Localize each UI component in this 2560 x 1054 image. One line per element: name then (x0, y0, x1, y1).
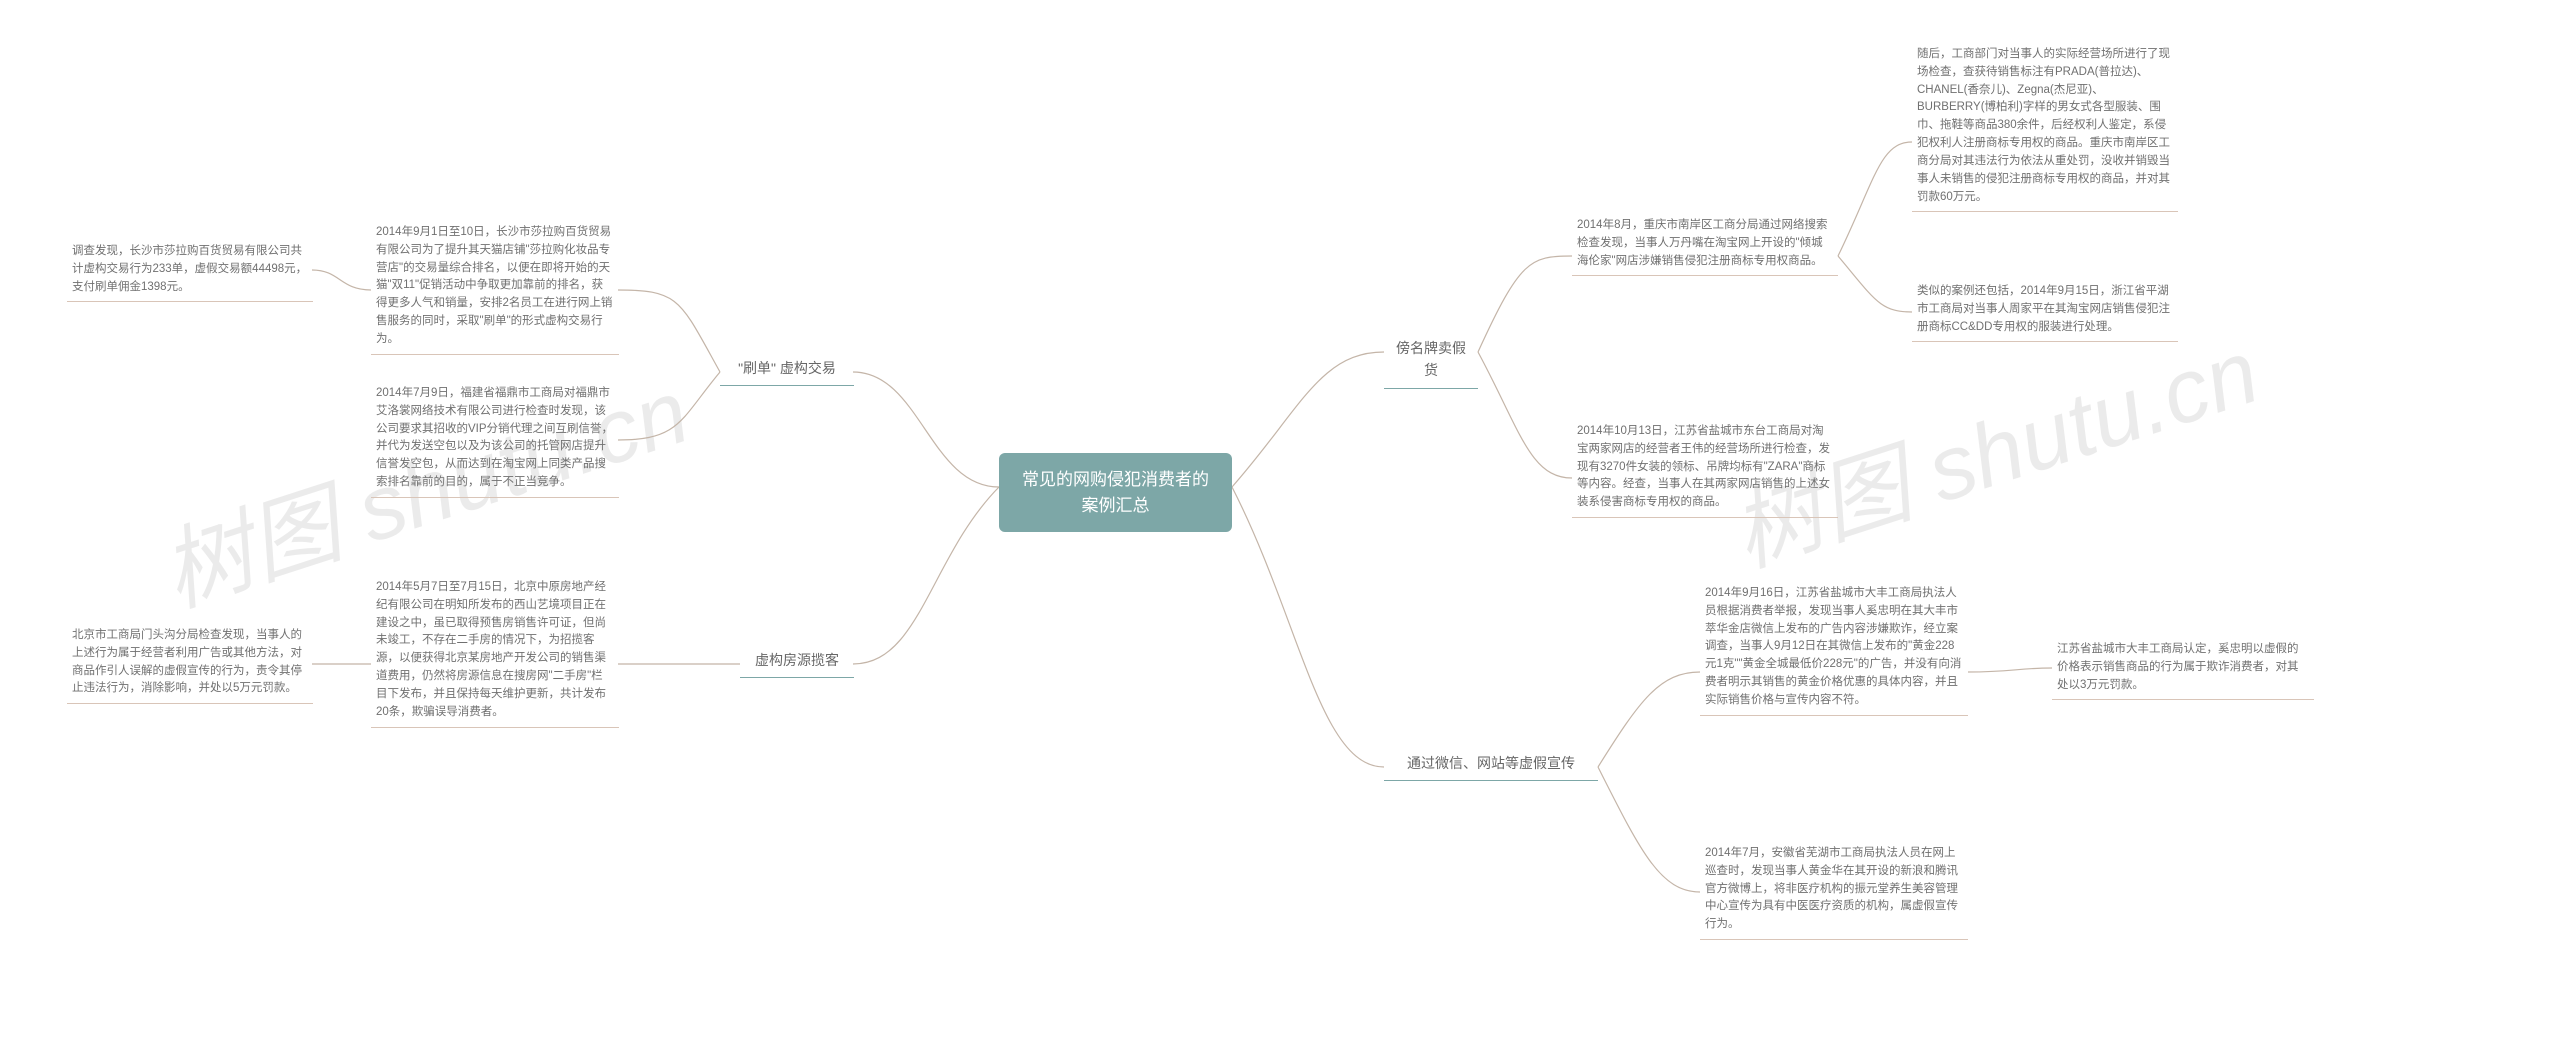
leaf-text: 2014年9月16日，江苏省盐城市大丰工商局执法人员根据消费者举报，发现当事人奚… (1705, 587, 1961, 706)
leaf-text: 2014年7月，安徽省芜湖市工商局执法人员在网上巡查时，发现当事人黄金华在其开设… (1705, 847, 1958, 930)
left-branch-shuadan: "刷单" 虚构交易 (720, 353, 854, 386)
leaf-xujia-case1-detail: 江苏省盐城市大丰工商局认定，奚忠明以虚假的价格表示销售商品的行为属于欺诈消费者，… (2052, 638, 2314, 700)
root-title-line1: 常见的网购侵犯消费者的 (1022, 470, 1209, 489)
left-branch-fangyuan: 虚构房源揽客 (740, 645, 854, 678)
leaf-xujia-case1: 2014年9月16日，江苏省盐城市大丰工商局执法人员根据消费者举报，发现当事人奚… (1700, 582, 1968, 716)
right-branch-xujiaxuanchuan: 通过微信、网站等虚假宣传 (1384, 748, 1598, 781)
leaf-text: 2014年5月7日至7月15日，北京中原房地产经纪有限公司在明知所发布的西山艺境… (376, 581, 606, 718)
leaf-text: 北京市工商局门头沟分局检查发现，当事人的上述行为属于经营者利用广告或其他方法，对… (72, 629, 302, 694)
leaf-bangmingpai-case2: 2014年10月13日，江苏省盐城市东台工商局对淘宝两家网店的经营者王伟的经营场… (1572, 420, 1838, 518)
leaf-text: 2014年7月9日，福建省福鼎市工商局对福鼎市艾洛裳网络技术有限公司进行检查时发… (376, 387, 613, 488)
leaf-bangmingpai-case1: 2014年8月，重庆市南岸区工商分局通过网络搜索检查发现，当事人万丹嘴在淘宝网上… (1572, 214, 1838, 276)
leaf-shuadan-case1-detail: 调查发现，长沙市莎拉购百货贸易有限公司共计虚构交易行为233单，虚假交易额444… (67, 240, 313, 302)
leaf-bangmingpai-case1-detail2: 类似的案例还包括，2014年9月15日，浙江省平湖市工商局对当事人周家平在其淘宝… (1912, 280, 2178, 342)
leaf-text: 调查发现，长沙市莎拉购百货贸易有限公司共计虚构交易行为233单，虚假交易额444… (72, 245, 307, 293)
branch-label: 虚构房源揽客 (755, 652, 839, 668)
branch-label: 通过微信、网站等虚假宣传 (1407, 755, 1575, 771)
leaf-text: 2014年8月，重庆市南岸区工商分局通过网络搜索检查发现，当事人万丹嘴在淘宝网上… (1577, 219, 1827, 267)
leaf-text: 2014年9月1日至10日，长沙市莎拉购百货贸易有限公司为了提升其天猫店铺"莎拉… (376, 226, 612, 345)
leaf-text: 江苏省盐城市大丰工商局认定，奚忠明以虚假的价格表示销售商品的行为属于欺诈消费者，… (2057, 643, 2299, 691)
leaf-text: 随后，工商部门对当事人的实际经营场所进行了现场检查，查获待销售标注有PRADA(… (1917, 48, 2170, 203)
leaf-fangyuan-case1: 2014年5月7日至7月15日，北京中原房地产经纪有限公司在明知所发布的西山艺境… (371, 576, 619, 728)
branch-label: "刷单" 虚构交易 (738, 360, 836, 376)
right-branch-bangmingpai: 傍名牌卖假货 (1384, 333, 1478, 389)
root-node: 常见的网购侵犯消费者的 案例汇总 (999, 453, 1232, 532)
leaf-xujia-case2: 2014年7月，安徽省芜湖市工商局执法人员在网上巡查时，发现当事人黄金华在其开设… (1700, 842, 1968, 940)
leaf-bangmingpai-case1-detail1: 随后，工商部门对当事人的实际经营场所进行了现场检查，查获待销售标注有PRADA(… (1912, 43, 2178, 212)
leaf-text: 2014年10月13日，江苏省盐城市东台工商局对淘宝两家网店的经营者王伟的经营场… (1577, 425, 1830, 508)
leaf-fangyuan-case1-detail: 北京市工商局门头沟分局检查发现，当事人的上述行为属于经营者利用广告或其他方法，对… (67, 624, 313, 704)
root-title-line2: 案例汇总 (1082, 496, 1150, 515)
leaf-shuadan-case1: 2014年9月1日至10日，长沙市莎拉购百货贸易有限公司为了提升其天猫店铺"莎拉… (371, 221, 619, 355)
leaf-shuadan-case2: 2014年7月9日，福建省福鼎市工商局对福鼎市艾洛裳网络技术有限公司进行检查时发… (371, 382, 619, 498)
branch-label: 傍名牌卖假货 (1396, 340, 1466, 378)
leaf-text: 类似的案例还包括，2014年9月15日，浙江省平湖市工商局对当事人周家平在其淘宝… (1917, 285, 2170, 333)
